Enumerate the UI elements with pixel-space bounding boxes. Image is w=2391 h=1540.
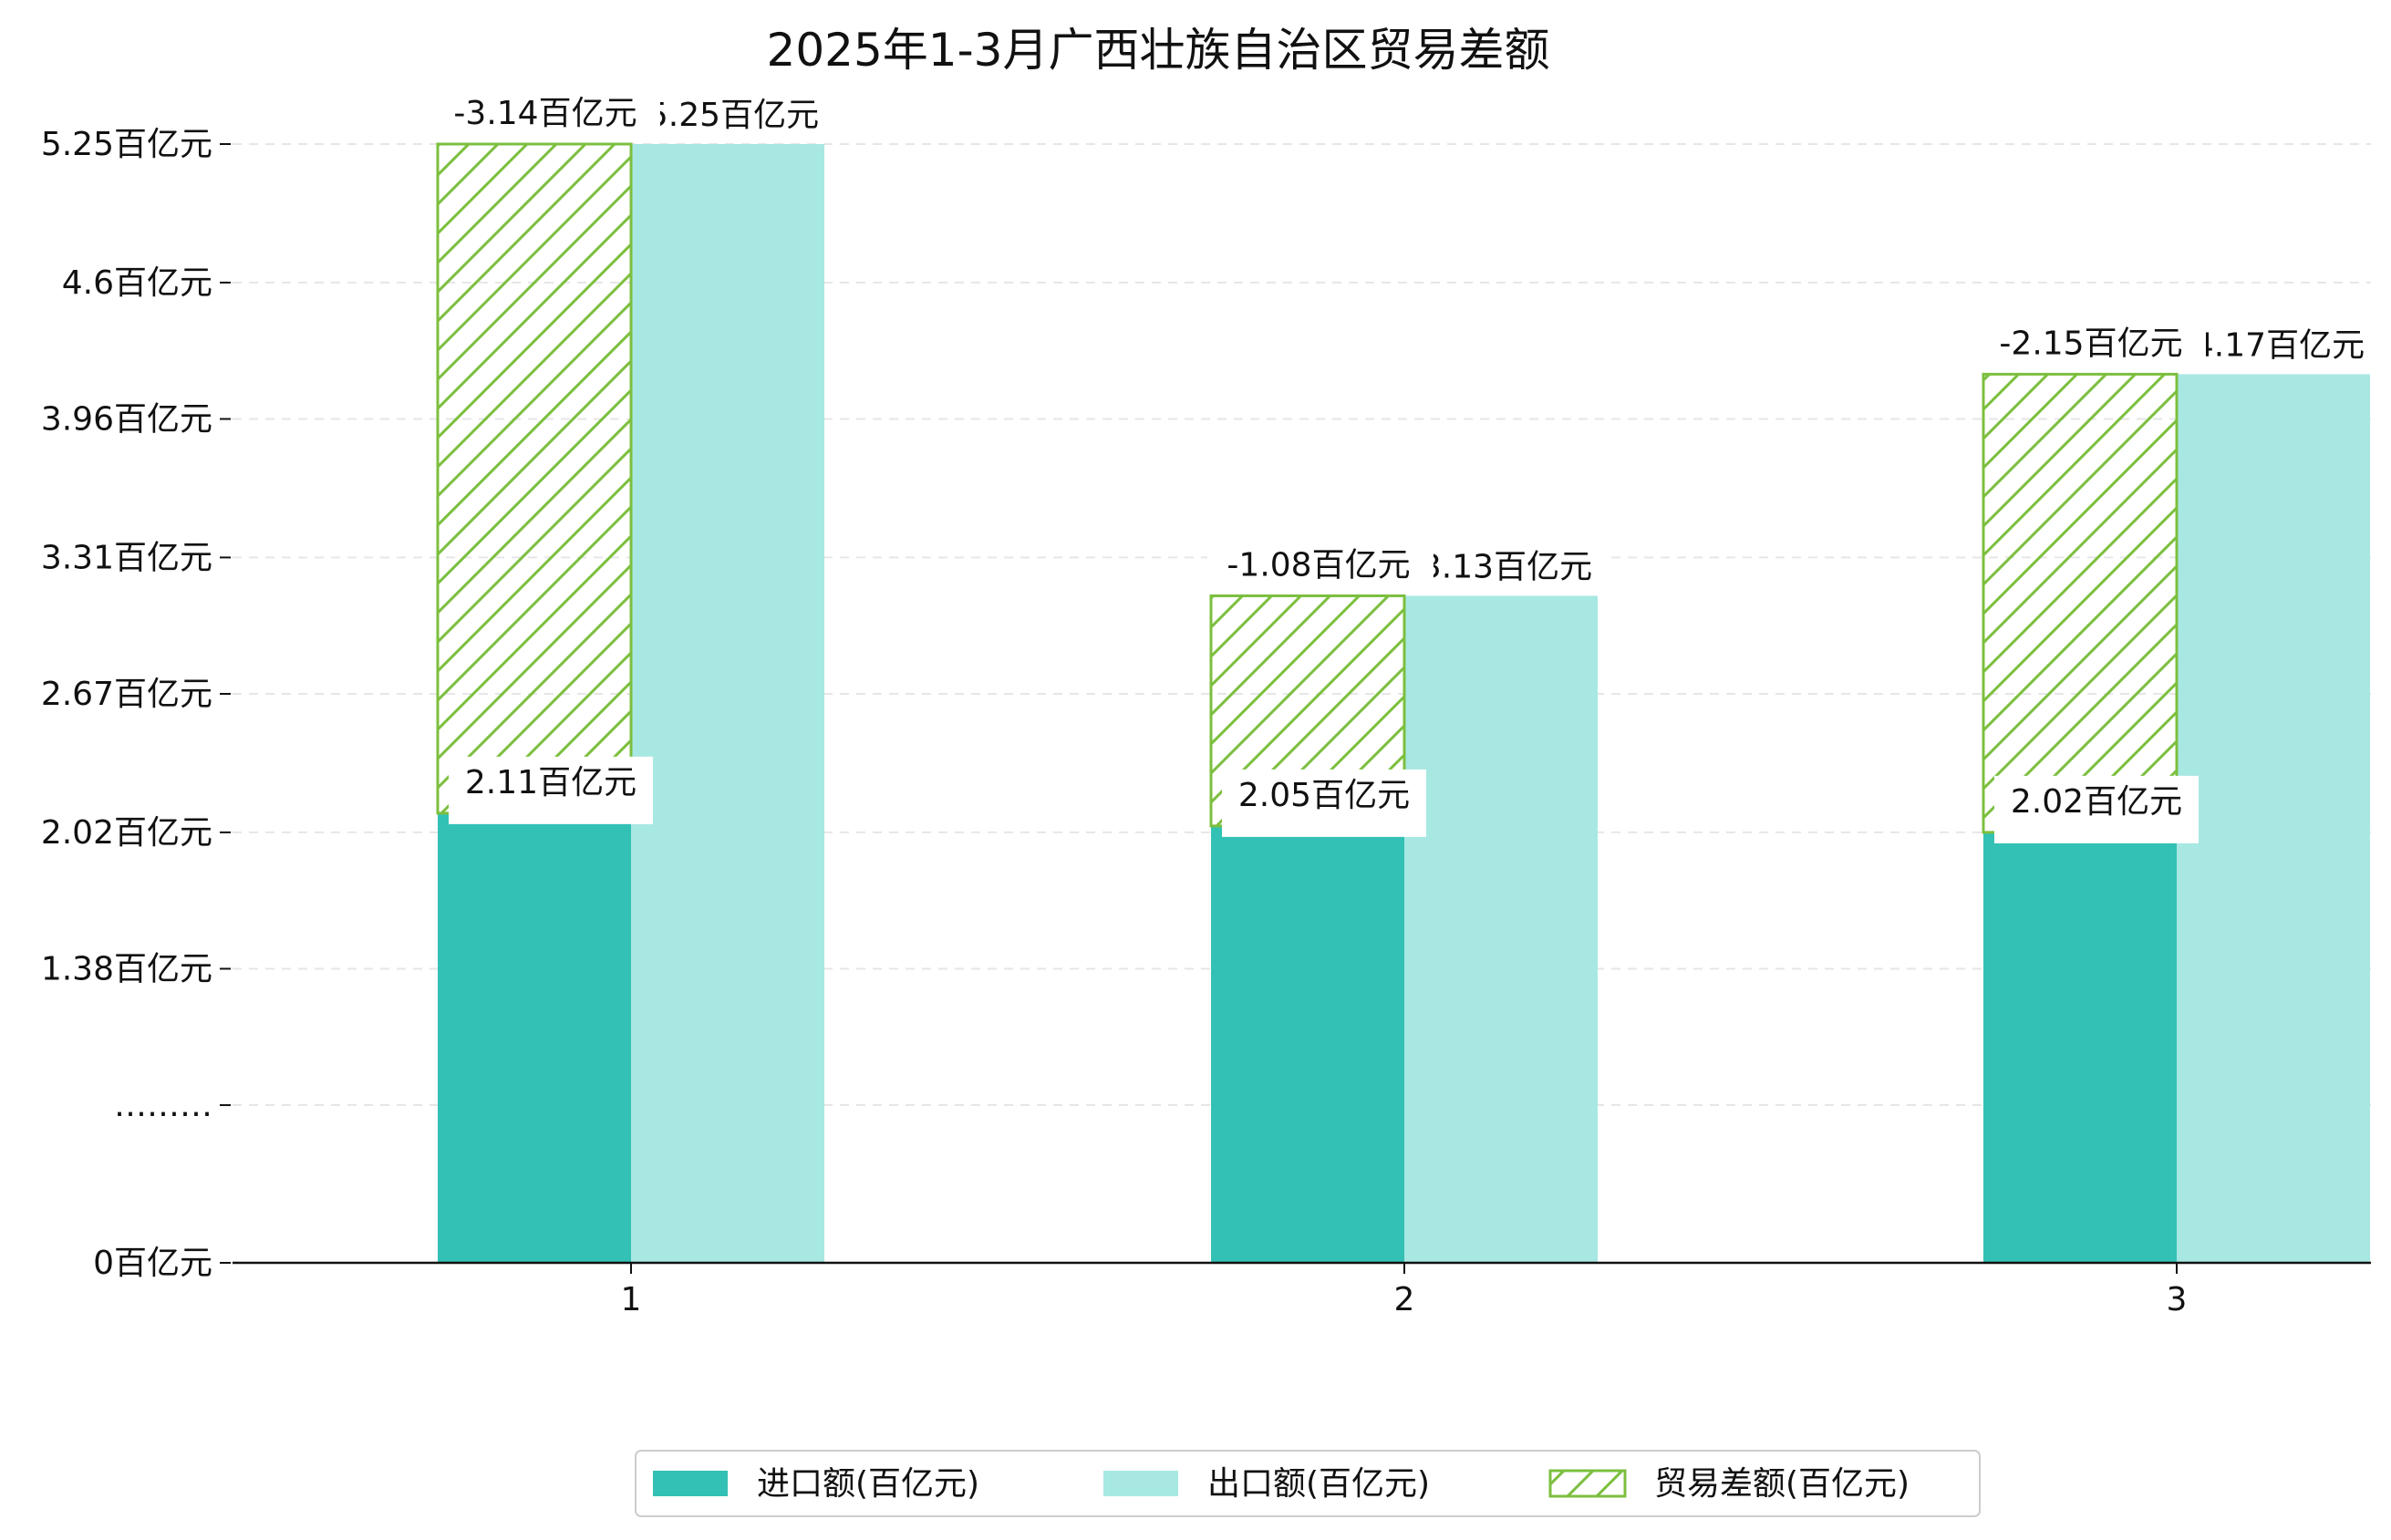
import-label-bg: [1222, 769, 1426, 837]
y-tick-label: 4.6百亿元: [62, 264, 212, 302]
import-value-label: 2.05百亿元: [1238, 777, 1410, 814]
export-value-label: 5.25百亿元: [647, 97, 819, 134]
y-tick-label: 1.38百亿元: [41, 950, 212, 987]
y-tick-label: 2.67百亿元: [41, 676, 212, 713]
bars: [436, 142, 2370, 1263]
import-value-label: 2.11百亿元: [465, 764, 637, 801]
y-tick-label: 2.02百亿元: [41, 814, 212, 852]
legend-import-label: 进口额(百亿元): [757, 1465, 979, 1503]
balance-bar: [1982, 372, 2179, 834]
legend-balance-swatch: [1548, 1469, 1627, 1498]
y-tick-label: ………: [114, 1087, 212, 1124]
balance-value-label: -3.14百亿元: [453, 95, 637, 132]
legend: 进口额(百亿元) 出口额(百亿元) 贸易差额(百亿元): [635, 1450, 1981, 1517]
x-tick-label: 3: [2167, 1281, 2188, 1318]
legend-export-label: 出口额(百亿元): [1207, 1465, 1430, 1503]
legend-balance-label: 贸易差额(百亿元): [1654, 1465, 1910, 1503]
balance-value-label: -1.08百亿元: [1227, 546, 1410, 584]
axes: 0百亿元 ……… 1.38百亿元 2.02百亿元 2.67百亿元 3.31百亿元 3.96百…: [41, 126, 2371, 1318]
balance-bar: [436, 142, 633, 815]
y-tick-label: 5.25百亿元: [41, 126, 212, 163]
balance-label-bg: [1980, 319, 2206, 367]
export-value-label: 4.17百亿元: [2193, 326, 2365, 364]
export-label-bg: [1404, 543, 1609, 589]
export-bar: [1404, 595, 1598, 1263]
legend-export-swatch: [1103, 1471, 1178, 1496]
x-tick-label: 1: [621, 1281, 642, 1318]
export-label-bg: [2177, 321, 2381, 367]
x-tick-label: 2: [1394, 1281, 1415, 1318]
import-bar: [1211, 825, 1404, 1263]
balance-label-bg: [434, 89, 660, 137]
balance-label-bg: [1207, 541, 1434, 589]
import-label-bg: [1994, 775, 2199, 843]
data-labels: 5.25百亿元 -3.14百亿元 2.11百亿元 3.13百亿元 -1.08百亿元 2.0…: [434, 89, 2381, 843]
import-bar: [438, 812, 631, 1263]
import-bar: [1983, 832, 2177, 1263]
legend-import-swatch: [653, 1471, 728, 1496]
export-bar: [2177, 374, 2370, 1263]
y-tick-label: 0百亿元: [93, 1245, 212, 1282]
legend-box: [635, 1450, 1981, 1517]
chart-title: 2025年1-3月广西壮族自治区贸易差额: [767, 24, 1550, 77]
import-value-label: 2.02百亿元: [2011, 783, 2182, 821]
y-tick-label: 3.96百亿元: [41, 400, 212, 438]
export-value-label: 3.13百亿元: [1421, 548, 1592, 585]
balance-value-label: -2.15百亿元: [1999, 325, 2182, 362]
export-bar: [631, 144, 824, 1263]
y-tick-label: 3.31百亿元: [41, 539, 212, 576]
export-label-bg: [631, 91, 835, 137]
import-label-bg: [449, 756, 653, 824]
